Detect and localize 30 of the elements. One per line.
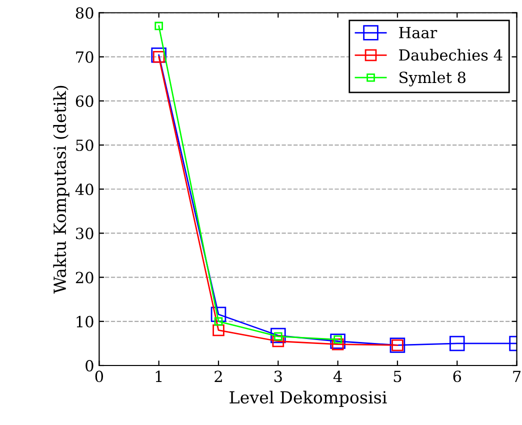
y-tick-label: 80 [76, 7, 94, 19]
y-tick-label: 30 [76, 228, 94, 240]
y-tick-label: 60 [76, 95, 94, 107]
y-tick-label: 10 [76, 316, 94, 328]
point [330, 334, 346, 349]
x-tick-label: 0 [95, 370, 104, 382]
point [210, 306, 226, 322]
y-tick-label: 70 [76, 51, 94, 63]
point [270, 328, 286, 344]
point [214, 317, 223, 326]
point [154, 22, 164, 30]
y-tick-label: 50 [76, 139, 94, 152]
x-tick-label: 1 [156, 370, 162, 382]
legend-label: Haar [399, 26, 438, 38]
x-tick-label: 6 [453, 370, 462, 382]
y-axis-title: Waktu Komputasi (detik) [53, 86, 70, 294]
y-tick-label: 40 [75, 184, 94, 196]
x-tick-label: 5 [394, 370, 402, 382]
point [152, 50, 165, 63]
legend-label: Symlet 8 [400, 71, 466, 86]
y-tick-label: 0 [86, 360, 94, 372]
point [332, 338, 344, 350]
x-tick-label: 4 [333, 370, 342, 382]
x-tick-label: 2 [214, 370, 222, 382]
y-tick-label: 20 [76, 272, 94, 284]
point [449, 336, 465, 352]
legend-label: Daubechies 4 [399, 48, 502, 61]
x-tick-label: 3 [274, 370, 282, 382]
x-axis-title: Level Dekomposisi [230, 390, 387, 407]
x-tick-label: 7 [513, 370, 521, 382]
